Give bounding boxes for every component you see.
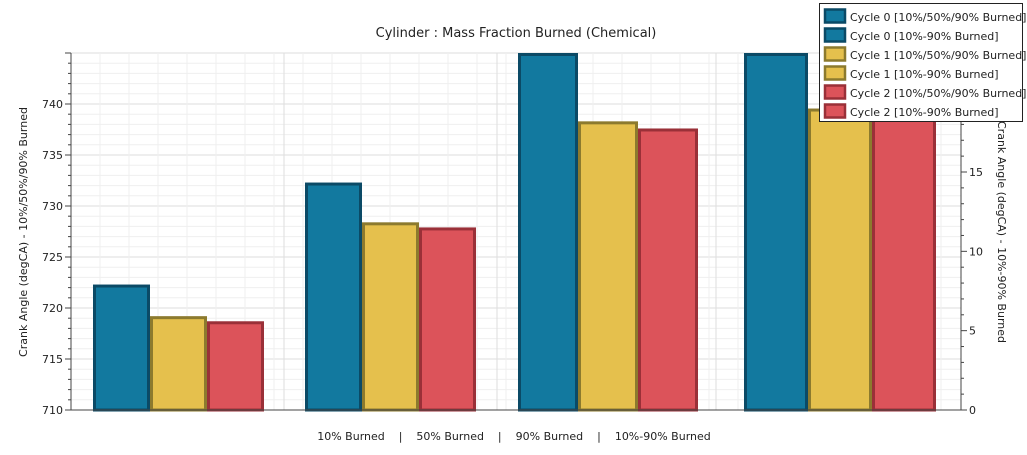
bar-cycle1-90: [578, 121, 638, 412]
legend-label: Cycle 0 [10%/50%/90% Burned]: [850, 11, 1026, 24]
y-tick-label-left: 710: [42, 404, 63, 417]
bar-cycle1-10: [150, 316, 207, 412]
y-tick-label-left: 715: [42, 353, 63, 366]
y-tick-label-left: 725: [42, 251, 63, 264]
y-axis-label-left: Crank Angle (degCA) - 10%/50%/90% Burned: [17, 107, 30, 357]
legend-swatch: [823, 27, 847, 43]
bar-cycle2-90: [638, 128, 698, 412]
bar-cycle0-10-90: [744, 53, 808, 412]
y-tick-label-right: 0: [969, 404, 976, 417]
legend-swatch: [823, 65, 847, 81]
y-axis-label-right: Crank Angle (degCA) - 10%-90% Burned: [995, 121, 1008, 343]
y-tick-label-right: 5: [969, 325, 976, 338]
legend-label: Cycle 1 [10%/50%/90% Burned]: [850, 49, 1026, 62]
legend-label: Cycle 0 [10%-90% Burned]: [850, 30, 999, 43]
bars: [93, 53, 936, 412]
bar-cycle0-10: [93, 284, 150, 412]
y-tick-label-left: 735: [42, 149, 63, 162]
legend-label: Cycle 1 [10%-90% Burned]: [850, 68, 999, 81]
x-axis-label: 10% Burned | 50% Burned | 90% Burned | 1…: [317, 430, 711, 443]
y-tick-label-left: 740: [42, 98, 63, 111]
y-tick-label-right: 15: [969, 166, 983, 179]
legend-label: Cycle 2 [10%/50%/90% Burned]: [850, 87, 1026, 100]
bar-cycle2-10-90: [872, 114, 936, 412]
bar-cycle2-50: [419, 227, 476, 412]
legend-label: Cycle 2 [10%-90% Burned]: [850, 106, 999, 119]
legend-swatch: [823, 103, 847, 119]
chart-title: Cylinder : Mass Fraction Burned (Chemica…: [376, 26, 657, 41]
legend-box: [819, 3, 1023, 122]
bar-cycle1-50: [362, 222, 419, 412]
y-tick-label-right: 10: [969, 245, 983, 258]
legend: Cycle 0 [10%/50%/90% Burned] Cycle 0 [10%…: [819, 3, 1026, 122]
y-tick-label-left: 730: [42, 200, 63, 213]
legend-swatch: [823, 46, 847, 62]
y-tick-label-left: 720: [42, 302, 63, 315]
bar-cycle1-10-90: [808, 108, 872, 412]
bar-cycle0-50: [305, 182, 362, 412]
legend-swatch: [823, 8, 847, 24]
ticks: 710 715 720 725 730 735 740 0 5 10 15: [42, 52, 983, 417]
legend-swatch: [823, 84, 847, 100]
bar-cycle2-10: [207, 321, 264, 412]
bar-cycle0-90: [518, 53, 578, 412]
